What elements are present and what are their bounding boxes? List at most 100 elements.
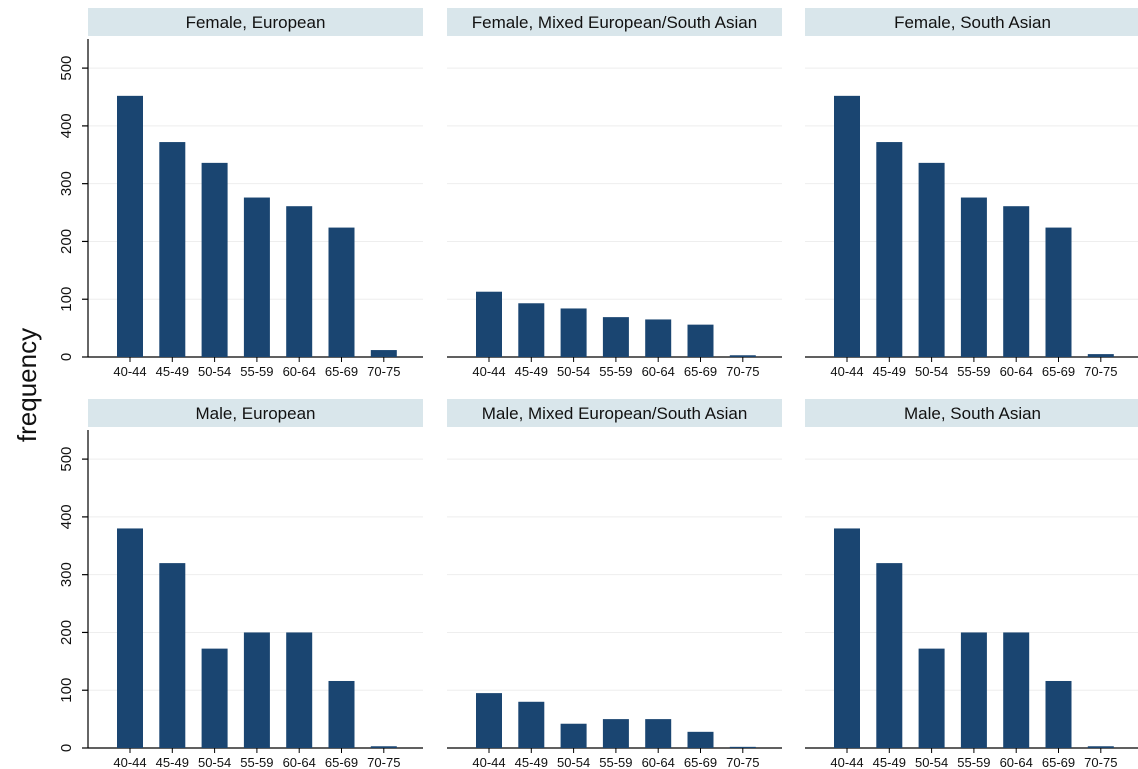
y-tick-label: 300: [58, 171, 75, 196]
x-tick-label: 55-59: [240, 364, 273, 379]
y-tick-label: 500: [58, 447, 75, 472]
bar: [645, 319, 672, 357]
panel-strip: [88, 8, 423, 36]
panel-title: Male, Mixed European/South Asian: [482, 404, 748, 423]
x-tick-label: 65-69: [1042, 755, 1075, 769]
bar: [117, 528, 143, 748]
x-tick-label: 60-64: [283, 364, 316, 379]
bar: [370, 350, 397, 357]
panel-1: Female, European 0 100 200 300 400 500 40-44 45-…: [58, 8, 423, 379]
x-tick-label: 45-49: [156, 755, 189, 769]
x-tick-label: 55-59: [957, 364, 990, 379]
x-tick-label: 60-64: [642, 364, 675, 379]
bar: [687, 324, 714, 357]
y-axis-label: frequency: [12, 328, 42, 442]
x-tick-label: 65-69: [684, 364, 717, 379]
y-tick-label: 0: [58, 744, 75, 752]
bar: [201, 648, 228, 748]
y-tick-label: 500: [58, 56, 75, 81]
bar: [560, 308, 587, 357]
panel-5: Male, Mixed European/South Asian 40-44 45-…: [447, 399, 782, 769]
x-tick-label: 45-49: [515, 755, 548, 769]
panel-title: Male, European: [195, 404, 315, 423]
bar: [1087, 746, 1114, 748]
x-tick-label: 40-44: [472, 364, 505, 379]
bar: [1045, 227, 1072, 357]
x-tick-label: 60-64: [642, 755, 675, 769]
bar: [286, 632, 313, 748]
panel-strip: [88, 399, 423, 427]
panel-title: Female, South Asian: [894, 13, 1051, 32]
x-tick-label: 65-69: [684, 755, 717, 769]
x-tick-label: 45-49: [515, 364, 548, 379]
panel-title: Male, South Asian: [904, 404, 1041, 423]
x-tick-label: 65-69: [1042, 364, 1075, 379]
y-tick-label: 100: [58, 287, 75, 312]
bar: [729, 746, 756, 748]
bar: [370, 746, 397, 748]
x-tick-label: 55-59: [599, 755, 632, 769]
x-tick-label: 60-64: [1000, 364, 1033, 379]
x-tick-label: 50-54: [915, 755, 948, 769]
x-tick-label: 50-54: [198, 755, 231, 769]
panel-strip: [805, 8, 1138, 36]
y-tick-label: 100: [58, 678, 75, 703]
x-tick-label: 70-75: [367, 755, 400, 769]
panel-strip: [447, 399, 782, 427]
x-tick-label: 70-75: [726, 755, 759, 769]
bar: [1087, 354, 1114, 357]
x-tick-label: 60-64: [1000, 755, 1033, 769]
x-tick-label: 40-44: [472, 755, 505, 769]
y-tick-label: 0: [58, 353, 75, 361]
bar: [560, 723, 587, 748]
bar: [476, 291, 502, 357]
bar: [834, 95, 860, 357]
bar: [286, 206, 313, 357]
x-tick-label: 40-44: [113, 364, 146, 379]
bar: [687, 731, 714, 748]
y-tick-label: 200: [58, 620, 75, 645]
x-tick-label: 50-54: [198, 364, 231, 379]
bar: [328, 680, 355, 748]
y-tick-label: 400: [58, 113, 75, 138]
x-tick-label: 40-44: [830, 364, 863, 379]
x-tick-label: 40-44: [113, 755, 146, 769]
x-tick-label: 70-75: [1084, 364, 1117, 379]
panel-strip: [447, 8, 782, 36]
bar: [518, 701, 545, 748]
bar: [1003, 632, 1030, 748]
x-tick-label: 70-75: [367, 364, 400, 379]
bar: [645, 719, 672, 748]
bar: [159, 563, 186, 748]
bar: [476, 693, 502, 748]
x-tick-label: 60-64: [283, 755, 316, 769]
bar: [201, 162, 228, 357]
bar: [960, 632, 987, 748]
bar: [918, 162, 945, 357]
x-tick-label: 55-59: [957, 755, 990, 769]
x-tick-label: 70-75: [1084, 755, 1117, 769]
x-tick-label: 55-59: [599, 364, 632, 379]
bar: [1045, 680, 1072, 748]
bar: [159, 142, 186, 357]
bar: [602, 719, 629, 748]
panel-title: Female, Mixed European/South Asian: [472, 13, 757, 32]
x-tick-label: 55-59: [240, 755, 273, 769]
bar: [876, 142, 903, 357]
bar: [518, 303, 545, 357]
x-tick-label: 40-44: [830, 755, 863, 769]
x-tick-label: 50-54: [557, 755, 590, 769]
panel-2: Female, Mixed European/South Asian 40-44 4…: [447, 8, 782, 379]
x-tick-label: 45-49: [156, 364, 189, 379]
bar: [918, 648, 945, 748]
bar: [876, 563, 903, 748]
bar: [243, 632, 270, 748]
bar: [328, 227, 355, 357]
panel-6: Male, South Asian 40-44 45-49 50-54 55-59 60-…: [805, 399, 1138, 769]
x-tick-label: 50-54: [915, 364, 948, 379]
x-tick-label: 45-49: [873, 755, 906, 769]
y-tick-label: 400: [58, 504, 75, 529]
x-tick-label: 65-69: [325, 364, 358, 379]
y-tick-label: 200: [58, 229, 75, 254]
